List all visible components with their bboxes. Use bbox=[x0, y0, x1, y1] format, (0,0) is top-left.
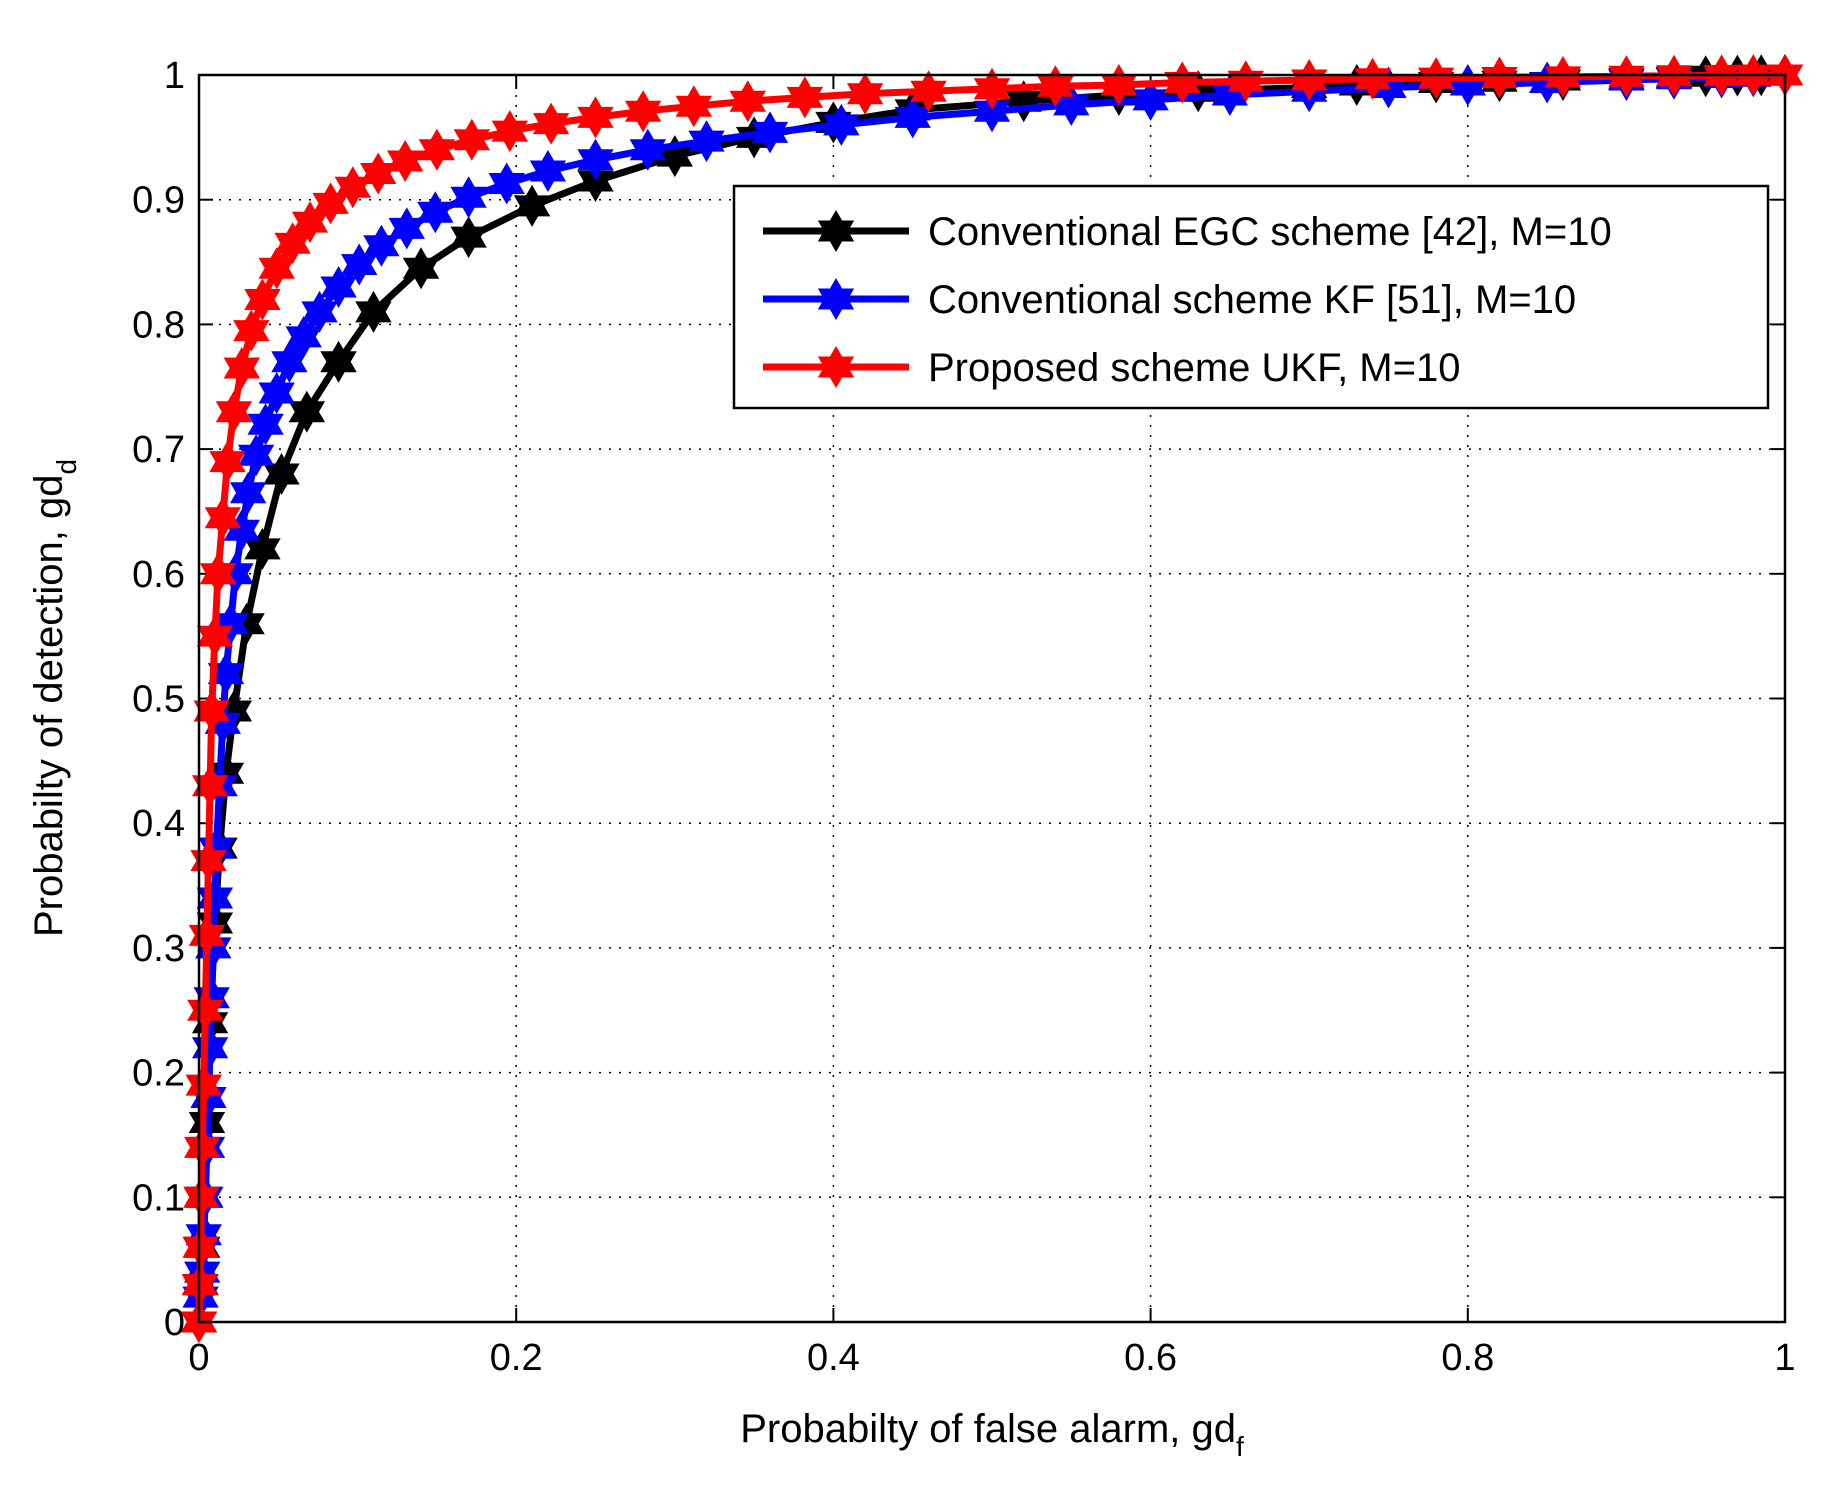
legend-entry-1: Conventional EGC scheme [42], M=10 bbox=[763, 210, 1612, 254]
y-tick-label: 0.4 bbox=[132, 803, 185, 845]
series-marker bbox=[418, 128, 456, 171]
series-marker bbox=[450, 216, 487, 259]
series-marker bbox=[629, 128, 667, 171]
series-marker bbox=[229, 471, 267, 514]
y-tick-label: 0.2 bbox=[132, 1053, 185, 1095]
y-tick-label: 0 bbox=[164, 1302, 185, 1344]
x-tick-label: 0 bbox=[188, 1337, 209, 1379]
y-tick-label: 0.7 bbox=[132, 429, 185, 471]
series-marker bbox=[1164, 61, 1201, 104]
series-marker bbox=[187, 989, 224, 1032]
legend-label: Conventional scheme KF [51], M=10 bbox=[928, 278, 1576, 322]
series-3 bbox=[180, 54, 1804, 1343]
series-marker bbox=[193, 690, 230, 732]
series-marker bbox=[786, 76, 824, 119]
legend-marker bbox=[817, 346, 855, 388]
x-axis-label-text: Probabilty of false alarm, gd bbox=[740, 1407, 1236, 1451]
y-tick-label: 0.8 bbox=[132, 304, 185, 346]
series-marker bbox=[223, 346, 260, 390]
legend-label: Conventional EGC scheme [42], M=10 bbox=[928, 210, 1612, 254]
series-marker bbox=[233, 309, 270, 352]
legend-entry-2: Conventional scheme KF [51], M=10 bbox=[763, 278, 1576, 322]
series-marker bbox=[258, 372, 295, 414]
legend-marker bbox=[817, 210, 855, 252]
x-tick-label: 0.2 bbox=[490, 1337, 543, 1379]
x-tick-label: 1 bbox=[1774, 1337, 1795, 1379]
series-marker bbox=[204, 496, 241, 539]
series-marker bbox=[577, 160, 614, 202]
series-marker bbox=[675, 85, 713, 128]
series-marker bbox=[910, 70, 947, 113]
series-marker bbox=[1544, 55, 1582, 98]
series-marker bbox=[453, 118, 490, 161]
legend-marker bbox=[817, 278, 855, 320]
series-marker bbox=[1291, 59, 1328, 101]
series-marker bbox=[450, 176, 487, 219]
series-marker bbox=[244, 278, 281, 321]
series-marker bbox=[491, 110, 529, 153]
series-marker bbox=[973, 67, 1011, 110]
x-tick-label: 0.4 bbox=[807, 1337, 860, 1379]
series-marker bbox=[973, 90, 1011, 133]
series-marker bbox=[417, 191, 454, 234]
series-marker bbox=[355, 290, 392, 333]
y-tick-label: 1 bbox=[164, 55, 185, 97]
series-marker bbox=[488, 162, 525, 205]
y-tick-labels: 0 0.1 0.2 0.3 0.4 0.5 0.6 0.7 0.8 0.9 1 bbox=[132, 55, 185, 1344]
y-tick-label: 0.3 bbox=[132, 928, 185, 970]
y-axis-label-text: Probabilty of detection, gd bbox=[27, 475, 71, 938]
x-tick-labels: 0 0.2 0.4 0.6 0.8 1 bbox=[188, 1337, 1795, 1379]
y-axis-label: Probabilty of detection, gdd bbox=[27, 459, 82, 937]
series-marker bbox=[199, 552, 237, 595]
x-axis-label-subscript: f bbox=[1236, 1431, 1244, 1462]
legend: Conventional EGC scheme [42], M=10 Conven… bbox=[732, 184, 1770, 410]
series-marker bbox=[387, 139, 424, 183]
x-axis-label: Probabilty of false alarm, gdf bbox=[740, 1407, 1244, 1462]
y-axis-label-subscript: d bbox=[51, 459, 82, 475]
series-marker bbox=[191, 764, 229, 807]
series-marker bbox=[846, 72, 884, 115]
series-line bbox=[195, 71, 1786, 1323]
series-marker bbox=[688, 120, 725, 163]
legend-label: Proposed scheme UKF, M=10 bbox=[928, 346, 1460, 390]
series-marker bbox=[209, 440, 246, 483]
series-marker bbox=[823, 103, 860, 146]
x-tick-label: 0.8 bbox=[1441, 1337, 1494, 1379]
series-marker bbox=[196, 615, 234, 658]
series-marker bbox=[1481, 56, 1518, 99]
series-marker bbox=[1417, 57, 1455, 100]
y-tick-label: 0.1 bbox=[132, 1177, 185, 1219]
series-marker bbox=[513, 184, 551, 227]
series-marker bbox=[624, 90, 662, 133]
series-marker bbox=[207, 652, 245, 695]
series-marker bbox=[529, 149, 567, 193]
series-marker bbox=[751, 111, 789, 154]
legend-entry-3: Proposed scheme UKF, M=10 bbox=[763, 346, 1460, 390]
series-marker bbox=[577, 96, 614, 139]
series-marker bbox=[577, 138, 614, 181]
x-tick-label: 0.6 bbox=[1124, 1337, 1177, 1379]
y-tick-label: 0.5 bbox=[132, 679, 185, 721]
y-tick-label: 0.6 bbox=[132, 554, 185, 596]
series-layer bbox=[180, 54, 1804, 1343]
series-marker bbox=[729, 80, 766, 123]
series-marker bbox=[184, 1126, 221, 1169]
series-line bbox=[195, 71, 1786, 1323]
series-marker bbox=[402, 247, 440, 290]
series-marker bbox=[320, 340, 357, 383]
series-marker bbox=[183, 1176, 220, 1219]
series-marker bbox=[185, 1064, 222, 1107]
series-marker bbox=[247, 403, 284, 446]
series-marker bbox=[237, 434, 275, 477]
series-marker bbox=[215, 390, 253, 433]
series-marker bbox=[1354, 57, 1391, 100]
y-tick-label: 0.9 bbox=[132, 180, 185, 222]
series-marker bbox=[1227, 60, 1264, 103]
series-marker bbox=[532, 102, 570, 145]
series-marker bbox=[182, 1226, 219, 1269]
plot-frame bbox=[197, 73, 1787, 1324]
